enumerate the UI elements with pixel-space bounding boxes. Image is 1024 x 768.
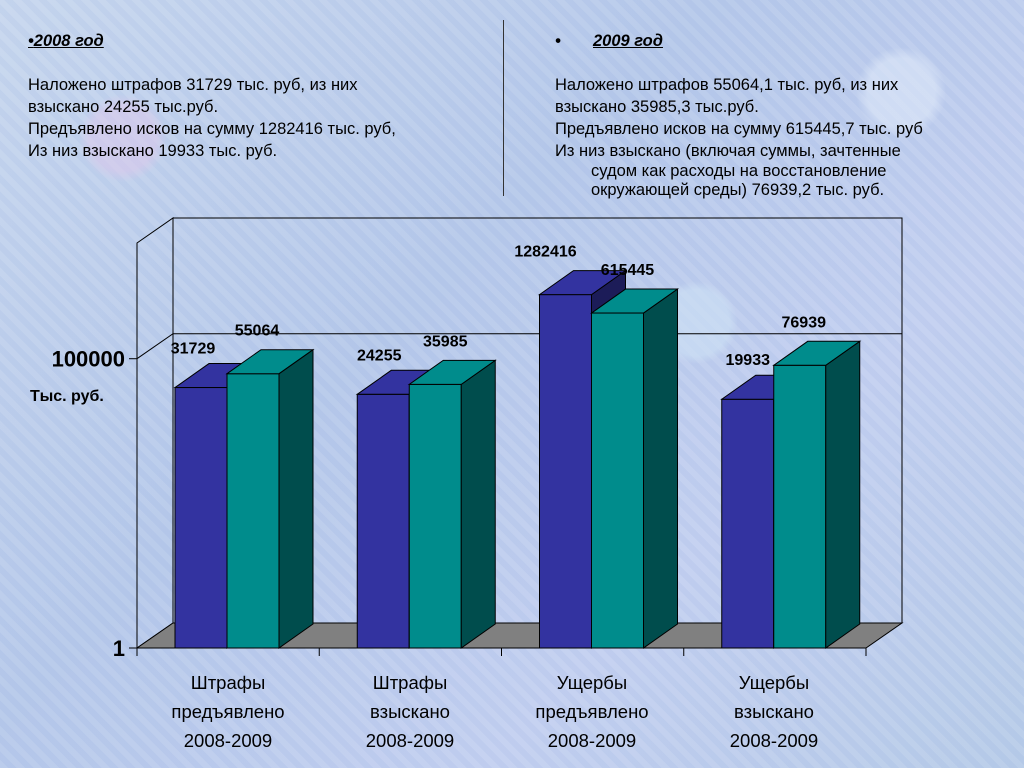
text-2008: •2008 год Наложено штрафов 31729 тыс. ру… xyxy=(28,30,498,162)
category-label-2: Ущербы предъявлено 2008-2009 xyxy=(535,672,649,751)
text-line: Из низ взыскано (включая суммы, зачтенны… xyxy=(555,142,901,160)
bar-front xyxy=(408,383,462,649)
data-label: 76939 xyxy=(782,314,827,331)
y-axis-label: Тыс. руб. xyxy=(30,388,104,405)
data-label: 31729 xyxy=(171,341,216,358)
bar-front xyxy=(356,393,410,649)
text-line: окружающей среды) 76939,2 тыс. руб. xyxy=(591,181,885,199)
data-label: 615445 xyxy=(601,262,654,279)
category-label-3: Ущербы взыскано 2008-2009 xyxy=(729,672,819,751)
text-line: судом как расходы на восстановление xyxy=(591,162,887,180)
data-label: 1282416 xyxy=(514,244,576,261)
bar-front xyxy=(174,387,228,649)
y-tick-label: 100000 xyxy=(52,347,125,372)
text-line: Наложено штрафов 31729 тыс. руб, из них xyxy=(28,76,358,94)
category-label-1: Штрафы взыскано 2008-2009 xyxy=(365,672,455,751)
bar-side xyxy=(460,359,496,649)
data-label: 19933 xyxy=(726,352,771,369)
bar-top xyxy=(407,359,497,385)
data-label: 35985 xyxy=(423,333,468,350)
bar-front xyxy=(591,312,644,649)
text-line: Из низ взыскано 19933 тыс. руб. xyxy=(28,142,278,160)
heading-2008: •2008 год xyxy=(28,32,104,50)
bar-front xyxy=(539,294,592,649)
left-wall xyxy=(136,217,174,649)
category-label-0: Штрафы предъявлено 2008-2009 xyxy=(171,672,285,751)
y-tick-label: 1 xyxy=(113,636,125,661)
bar-top xyxy=(589,288,680,314)
bar-front xyxy=(773,364,827,649)
data-label: 24255 xyxy=(357,347,402,364)
column-divider xyxy=(503,20,504,196)
heading-2009: • 2009 год xyxy=(555,32,663,50)
text-line: взыскано 35985,3 тыс.руб. xyxy=(555,98,759,116)
text-line: Наложено штрафов 55064,1 тыс. руб, из ни… xyxy=(555,76,899,94)
bar-front xyxy=(226,373,280,649)
bar-top xyxy=(225,349,315,375)
bar-side xyxy=(825,340,861,649)
text-2009: • 2009 год Наложено штрафов 55064,1 тыс. … xyxy=(555,30,1015,200)
text-line: взыскано 24255 тыс.руб. xyxy=(28,98,219,116)
bar-side xyxy=(278,348,314,649)
bar-front xyxy=(721,398,775,649)
bar-top xyxy=(772,340,862,366)
text-line: Предъявлено исков на сумму 1282416 тыс. … xyxy=(28,120,396,138)
data-label: 55064 xyxy=(235,323,280,340)
bar-top xyxy=(537,270,628,296)
text-line: Предъявлено исков на сумму 615445,7 тыс.… xyxy=(555,120,923,138)
bar-side xyxy=(643,288,678,649)
